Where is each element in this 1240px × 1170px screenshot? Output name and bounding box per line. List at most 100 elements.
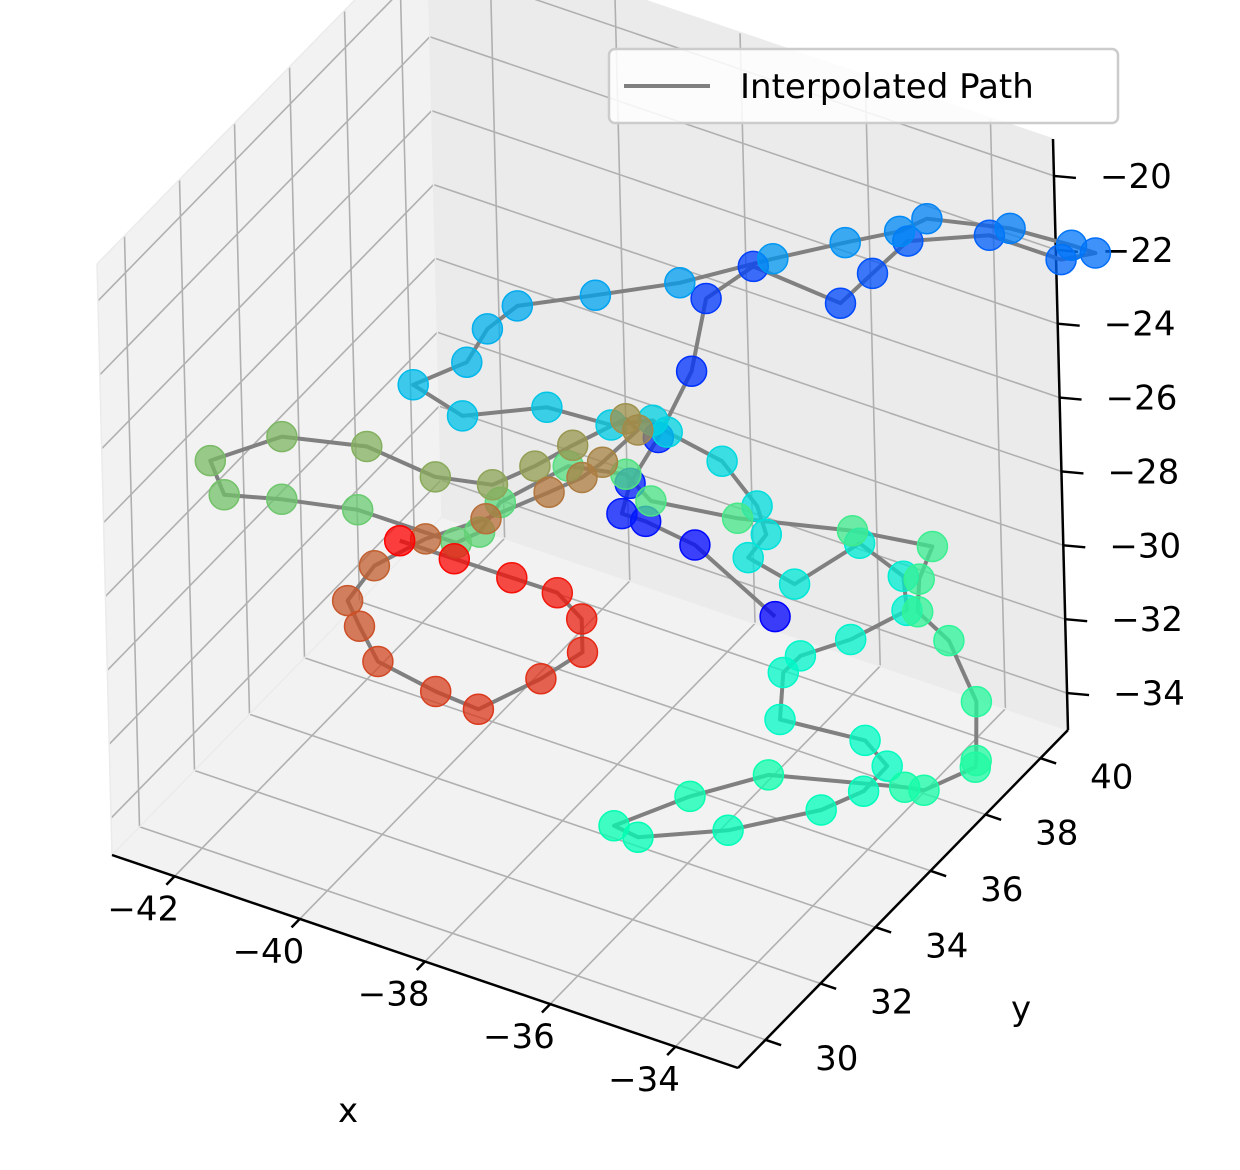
grid-line-x-floor bbox=[424, 622, 756, 963]
grid-line-x-back bbox=[864, 75, 881, 667]
data-point bbox=[767, 656, 800, 689]
x-tick-mark bbox=[290, 918, 301, 929]
z-tick-mark bbox=[1057, 322, 1080, 327]
x-tick-label: −36 bbox=[483, 1017, 555, 1057]
z-axis: −20−22−24−26−28−30−32−34 z bbox=[1051, 138, 1185, 731]
data-point bbox=[531, 391, 563, 424]
y-tick-mark bbox=[985, 813, 1002, 822]
data-point bbox=[764, 703, 796, 736]
data-point bbox=[712, 814, 744, 847]
data-point bbox=[462, 693, 495, 726]
data-point bbox=[451, 346, 483, 378]
grid-line-y-side bbox=[399, 0, 416, 546]
y-axis: 30 32 34 36 38 40 y bbox=[737, 729, 1133, 1079]
grid-line-z-back bbox=[433, 183, 1060, 399]
data-point bbox=[501, 290, 534, 322]
pane-edge bbox=[96, 263, 113, 856]
data-point bbox=[752, 759, 785, 791]
data-point bbox=[1055, 229, 1088, 261]
data-point bbox=[856, 257, 889, 290]
data-point bbox=[706, 445, 738, 477]
z-tick-label: −24 bbox=[1104, 305, 1176, 345]
data-point bbox=[438, 543, 471, 575]
z-tick-mark bbox=[1065, 617, 1088, 623]
grid-line-z-back bbox=[435, 257, 1062, 473]
z-tick-label: −22 bbox=[1102, 231, 1174, 271]
data-point bbox=[565, 603, 598, 635]
legend: Interpolated Path bbox=[607, 47, 1120, 125]
data-point bbox=[824, 287, 857, 319]
grid-line-z-back bbox=[431, 109, 1058, 325]
x-tick-label: −38 bbox=[358, 975, 430, 1015]
data-point bbox=[849, 724, 881, 757]
x-axis-label: x bbox=[338, 1091, 358, 1131]
z-tick-mark bbox=[1053, 174, 1077, 180]
pane-edge bbox=[428, 0, 443, 518]
data-point bbox=[476, 469, 509, 501]
data-point bbox=[994, 212, 1026, 245]
y-tick-label: 40 bbox=[1090, 757, 1133, 797]
data-point bbox=[525, 662, 557, 695]
data-point bbox=[635, 485, 667, 517]
grid-line-y-floor bbox=[139, 826, 766, 1041]
y-axis-label: y bbox=[1011, 989, 1031, 1029]
x-tick-label: −34 bbox=[608, 1060, 680, 1100]
data-point bbox=[901, 596, 934, 628]
grid-line-z-back bbox=[437, 331, 1064, 547]
x-tick-label: −42 bbox=[107, 889, 179, 929]
data-point bbox=[606, 497, 638, 530]
y-tick-mark bbox=[930, 869, 947, 878]
axis-panes bbox=[97, 0, 1068, 1068]
grid-line-z-side bbox=[97, 0, 393, 302]
data-point bbox=[847, 775, 880, 807]
grid-line-y-floor bbox=[249, 713, 876, 928]
data-point bbox=[579, 279, 612, 311]
data-point bbox=[750, 518, 783, 551]
data-point bbox=[194, 444, 227, 477]
grid-line-x-back bbox=[490, 0, 506, 539]
z-tick-label: −20 bbox=[1100, 157, 1172, 197]
data-point bbox=[556, 429, 589, 462]
data-point bbox=[383, 524, 416, 557]
data-point bbox=[759, 600, 791, 633]
legend-label: Interpolated Path bbox=[740, 67, 1034, 107]
data-point bbox=[471, 313, 504, 345]
data-point bbox=[351, 430, 383, 463]
y-tick-label: 32 bbox=[870, 983, 913, 1023]
grid-line-z-side bbox=[99, 36, 431, 376]
data-point bbox=[674, 780, 706, 813]
data-point bbox=[331, 584, 364, 617]
grid-line-x-floor bbox=[674, 708, 1006, 1048]
x-axis: −42 −40 −38 −36 −34 x bbox=[107, 853, 739, 1131]
data-point bbox=[675, 355, 708, 387]
data-point bbox=[519, 450, 551, 482]
y-tick-label: 36 bbox=[980, 870, 1023, 910]
grid-line-x-floor bbox=[174, 537, 506, 877]
data-point bbox=[208, 479, 240, 511]
data-point bbox=[566, 461, 598, 494]
data-point bbox=[266, 420, 298, 453]
x-tick-mark bbox=[415, 960, 426, 971]
grid-line-y-floor bbox=[304, 657, 931, 872]
grid-line-x-back bbox=[989, 117, 1007, 709]
data-point bbox=[566, 636, 599, 668]
data-points bbox=[194, 202, 1112, 853]
grid-line-y-side bbox=[123, 235, 141, 827]
data-point bbox=[358, 549, 391, 582]
y-axis-line bbox=[737, 729, 1069, 1069]
grid-line-z-side bbox=[103, 184, 435, 524]
z-tick-mark bbox=[1063, 544, 1086, 549]
grid-line-z-back bbox=[440, 479, 1068, 694]
data-point bbox=[778, 568, 811, 600]
pane-edge bbox=[96, 0, 356, 265]
z-tick-mark bbox=[1059, 396, 1082, 401]
y-tick-mark bbox=[820, 982, 837, 991]
z-tick-mark bbox=[1061, 470, 1084, 475]
data-point bbox=[598, 809, 630, 842]
z-tick-label: −30 bbox=[1109, 526, 1181, 566]
data-point bbox=[883, 215, 916, 248]
grid-line-y-side bbox=[178, 179, 196, 771]
y-tick-label: 38 bbox=[1035, 814, 1078, 854]
y-tick-mark bbox=[875, 925, 892, 934]
